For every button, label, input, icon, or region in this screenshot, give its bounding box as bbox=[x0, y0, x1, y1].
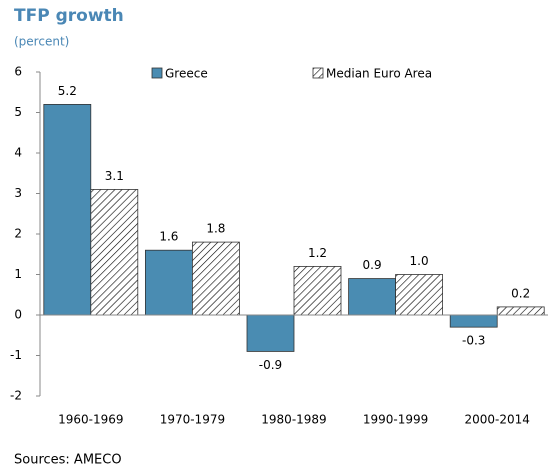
y-tick-label: -2 bbox=[10, 389, 22, 403]
value-label: 3.1 bbox=[105, 169, 124, 183]
bar bbox=[246, 314, 295, 352]
y-tick-label: 4 bbox=[14, 146, 22, 160]
bar bbox=[449, 314, 498, 328]
y-tick-label: 2 bbox=[14, 227, 22, 241]
value-label: -0.9 bbox=[259, 358, 282, 372]
chart-title: TFP growth bbox=[14, 6, 124, 26]
value-label: 5.2 bbox=[58, 84, 77, 98]
y-tick-label: 6 bbox=[14, 65, 22, 79]
x-tick-label: 1990-1999 bbox=[363, 413, 428, 427]
y-tick-label: 0 bbox=[14, 308, 22, 322]
value-label: 1.2 bbox=[308, 246, 327, 260]
bar bbox=[395, 274, 444, 316]
legend-label: Median Euro Area bbox=[326, 67, 432, 81]
value-label: -0.3 bbox=[462, 334, 485, 348]
chart-subtitle: (percent) bbox=[14, 35, 69, 49]
value-label: 1.8 bbox=[206, 222, 225, 236]
x-tick-label: 2000-2014 bbox=[464, 413, 529, 427]
y-tick-label: 1 bbox=[14, 267, 22, 281]
bar bbox=[496, 306, 545, 316]
legend-swatch bbox=[151, 67, 163, 79]
value-label: 1.0 bbox=[410, 254, 429, 268]
y-tick-label: 3 bbox=[14, 186, 22, 200]
bar bbox=[144, 249, 193, 316]
value-label: 0.9 bbox=[363, 258, 382, 272]
x-tick-label: 1970-1979 bbox=[160, 413, 225, 427]
bar bbox=[348, 278, 397, 316]
legend-label: Greece bbox=[165, 67, 208, 81]
x-tick-label: 1960-1969 bbox=[58, 413, 123, 427]
bar bbox=[293, 265, 342, 316]
y-tick-label: 5 bbox=[14, 105, 22, 119]
bar bbox=[90, 189, 139, 316]
source: Sources: AMECO bbox=[14, 453, 122, 468]
x-tick-label: 1980-1989 bbox=[261, 413, 326, 427]
value-label: 1.6 bbox=[159, 230, 178, 244]
bar bbox=[43, 104, 92, 316]
y-tick-label: -1 bbox=[10, 348, 22, 362]
value-label: 0.2 bbox=[511, 286, 530, 300]
legend-swatch bbox=[312, 67, 324, 79]
bar bbox=[191, 241, 240, 316]
